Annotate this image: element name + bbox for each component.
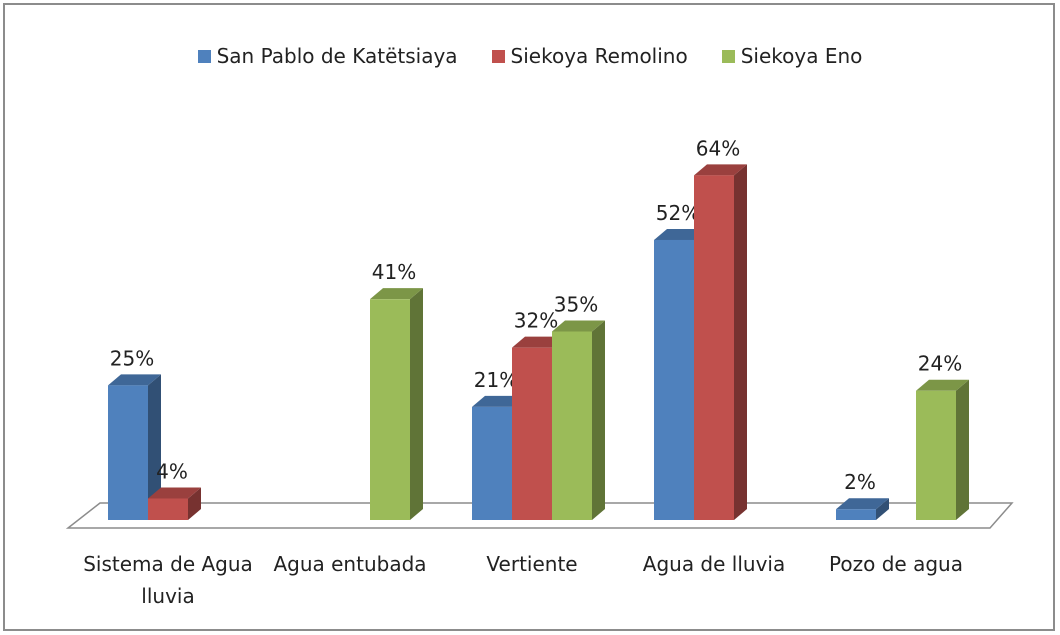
bar-top [108, 374, 161, 386]
data-label: 24% [918, 352, 962, 376]
bar-top [916, 379, 969, 391]
bar [370, 299, 410, 520]
legend-item: Siekoya Remolino [491, 44, 688, 68]
data-label: 41% [372, 260, 416, 284]
chart-border [3, 3, 1055, 631]
legend-swatch [197, 49, 211, 63]
data-label: 52% [656, 201, 700, 225]
bar-top [512, 336, 565, 348]
bar-side [410, 288, 423, 520]
bar [654, 239, 694, 520]
bar-side [734, 164, 747, 521]
bar-side [876, 498, 889, 520]
legend-item: San Pablo de Katëtsiaya [197, 44, 458, 68]
bar [148, 498, 188, 520]
x-tick-label: Pozo de agua [829, 552, 963, 576]
x-tick-label: Vertiente [486, 552, 578, 576]
bar-side [592, 320, 605, 520]
bar [512, 347, 552, 520]
legend-label: San Pablo de Katëtsiaya [216, 44, 458, 68]
bar [916, 390, 956, 520]
bar-top [370, 288, 423, 300]
data-label: 21% [474, 368, 518, 392]
legend-item: Siekoya Eno [721, 44, 863, 68]
x-tick-label: Agua entubada [273, 552, 427, 576]
x-tick-label: Agua de lluvia [642, 552, 786, 576]
bar-top [654, 228, 707, 240]
legend-swatch [721, 49, 735, 63]
data-label: 64% [696, 136, 740, 160]
bar [836, 509, 876, 520]
data-label: 32% [514, 309, 558, 333]
legend-label: Siekoya Eno [740, 44, 863, 68]
x-tick-label: Sistema de Agua lluvia [83, 552, 253, 608]
bar-side [956, 379, 969, 520]
data-label: 4% [156, 459, 188, 483]
data-label: 35% [554, 293, 598, 317]
bar-side [148, 374, 161, 520]
legend-label: Siekoya Remolino [510, 44, 688, 68]
bar-top [836, 498, 889, 510]
bar [472, 406, 512, 520]
bar [108, 385, 148, 520]
bar-top [694, 164, 747, 176]
legend: San Pablo de Katëtsiaya Siekoya Remolino S… [0, 44, 1060, 68]
bar-top [472, 395, 525, 407]
bar [694, 175, 734, 521]
bar-top [148, 487, 201, 499]
data-label: 25% [110, 346, 154, 370]
bar-top [552, 320, 605, 332]
bar-side [188, 487, 201, 520]
bar [552, 331, 592, 520]
data-label: 2% [844, 470, 876, 494]
legend-swatch [491, 49, 505, 63]
